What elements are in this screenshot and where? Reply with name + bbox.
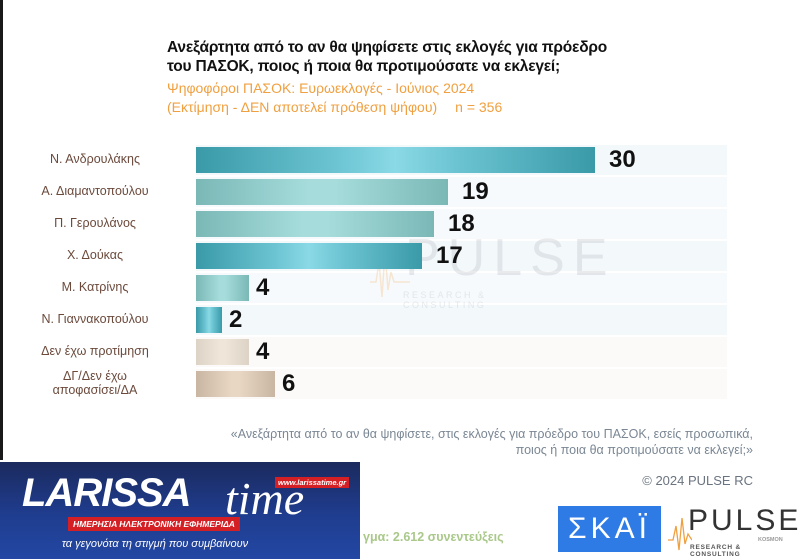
- bar-undecided: [196, 371, 275, 397]
- bar-value: 19: [462, 178, 489, 205]
- bar-value: 6: [282, 370, 296, 397]
- quote-line-1: «Ανεξάρτητα από το αν θα ψηφίσετε, στις …: [230, 427, 753, 441]
- bar-label-line: ΔΓ/Δεν έχω: [63, 369, 127, 383]
- bar-label: Χ. Δούκας: [66, 248, 124, 262]
- bar-androulakis: [196, 147, 595, 173]
- bar-value: 4: [256, 274, 270, 301]
- larissatime-logo[interactable]: LARISSA time www.larissatime.gr ΗΜΕΡΗΣΙΑ…: [0, 462, 360, 559]
- left-border: [0, 0, 3, 460]
- row-bg: [196, 369, 727, 399]
- larissa-tagline: ΗΜΕΡΗΣΙΑ ΗΛΕΚΤΡΟΝΙΚΗ ΕΦΗΜΕΡΙΔΑ: [68, 517, 240, 531]
- watermark-subtext: RESEARCH & CONSULTING: [403, 290, 487, 310]
- title-line-1: Ανεξάρτητα από το αν θα ψηφίσετε στις εκ…: [167, 39, 608, 56]
- bar-diamantopoulou: [196, 179, 448, 205]
- pulse-watermark: PULSE RESEARCH & CONSULTING: [370, 232, 608, 310]
- bar-geroulanos: [196, 211, 434, 237]
- larissa-url: www.larissatime.gr: [275, 477, 350, 488]
- larissa-slogan: τα γεγονότα τη στιγμή που συμβαίνουν: [61, 538, 249, 550]
- bar-label: Α. Διαμαντοπούλου: [41, 184, 149, 198]
- bar-label: Δεν έχω προτίμηση: [41, 344, 149, 358]
- bar-value: 18: [448, 210, 475, 237]
- question-quote: «Ανεξάρτητα από το αν θα ψηφίσετε, στις …: [231, 426, 753, 458]
- pulse-logo-subtext: RESEARCH & CONSULTING: [690, 544, 741, 558]
- bar-katrinis: [196, 275, 249, 301]
- subtitle-line-2: (Εκτίμηση - ΔΕΝ αποτελεί πρόθεση ψήφου): [167, 99, 438, 115]
- skai-logo: ΣΚΑΪ: [558, 506, 661, 552]
- copyright: © 2024 PULSE RC: [642, 473, 753, 488]
- bar-label: ΔΓ/Δεν έχω αποφασίσει/ΔΑ: [0, 369, 190, 397]
- bar-label: Μ. Κατρίνης: [61, 280, 129, 294]
- bar-label: Ν. Ανδρουλάκης: [49, 152, 140, 166]
- bar-no-preference: [196, 339, 249, 365]
- larissa-brand: LARISSA: [22, 471, 192, 515]
- bar-giannakopoulou: [196, 307, 222, 333]
- title-line-2: του ΠΑΣΟΚ, ποιος ή ποια θα προτιμούσατε …: [167, 58, 560, 75]
- pulse-wave-icon: [668, 517, 692, 551]
- row-bg: [196, 305, 727, 335]
- row-bg: [196, 337, 727, 367]
- bar-value: 30: [609, 146, 636, 173]
- bar-label-line: αποφασίσει/ΔΑ: [52, 383, 138, 397]
- pulse-logo: PULSE KOSMON RESEARCH & CONSULTING: [668, 504, 798, 558]
- bar-value: 2: [229, 306, 243, 333]
- quote-line-2: ποιος ή ποια θα προτιμούσατε να εκλεγεί;…: [515, 443, 753, 457]
- bar-value: 4: [256, 338, 270, 365]
- watermark-text: PULSE: [405, 229, 616, 287]
- subtitle-line-1: Ψηφοφόροι ΠΑΣΟΚ: Ευρωεκλογές - Ιούνιος 2…: [167, 80, 475, 96]
- bar-doukas: [196, 243, 422, 269]
- bar-chart: PULSE RESEARCH & CONSULTING Ν. Ανδρουλάκ…: [0, 145, 727, 399]
- bar-label: Ν. Γιαννακοπούλου: [41, 312, 149, 326]
- chart-title: Ανεξάρτητα από το αν θα ψηφίσετε στις εκ…: [167, 38, 607, 76]
- sample-size: n = 356: [455, 99, 503, 115]
- bar-value: 17: [436, 242, 463, 269]
- pulse-kosmon: KOSMON: [758, 537, 783, 543]
- row-bg: [196, 273, 727, 303]
- bar-label: Π. Γερουλάνος: [54, 216, 136, 230]
- pulse-logo-text: PULSE: [688, 504, 800, 537]
- chart-subtitle: Ψηφοφόροι ΠΑΣΟΚ: Ευρωεκλογές - Ιούνιος 2…: [167, 79, 502, 117]
- sample-note: γμα: 2.612 συνεντεύξεις: [363, 530, 504, 544]
